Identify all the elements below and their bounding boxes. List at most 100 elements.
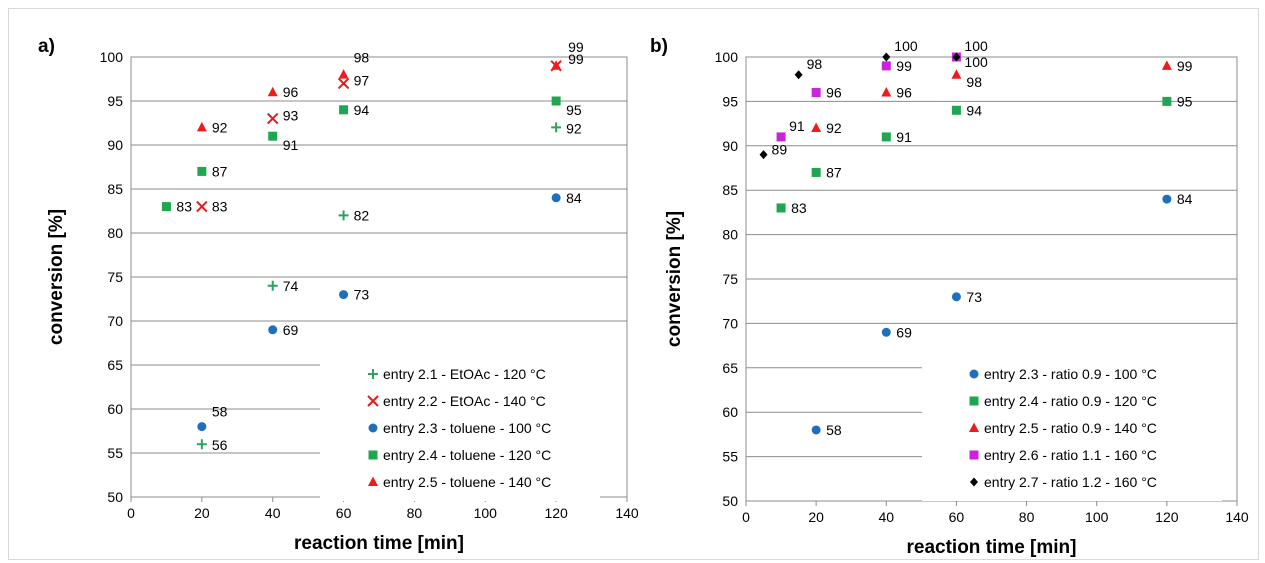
data-point [339, 290, 349, 300]
data-label: 69 [283, 322, 299, 338]
data-label: 93 [283, 108, 299, 124]
legend-marker [367, 395, 379, 407]
y-tick-label: 65 [107, 357, 123, 373]
data-label: 56 [212, 437, 228, 453]
y-tick-label: 75 [107, 269, 123, 285]
x-tick-label: 140 [615, 505, 639, 521]
y-tick-label: 50 [107, 489, 123, 505]
data-point [811, 167, 821, 177]
x-tick-label: 140 [1225, 509, 1249, 525]
y-tick-label: 60 [722, 404, 738, 420]
data-point [268, 325, 278, 335]
data-point [951, 292, 961, 302]
data-label: 98 [354, 50, 370, 66]
data-label: 83 [791, 200, 807, 216]
data-point [1162, 194, 1172, 204]
y-axis-title: conversion [%] [46, 209, 67, 345]
y-tick-label: 100 [100, 49, 124, 65]
legend-label: entry 2.5 - toluene - 140 °C [383, 474, 551, 490]
data-point [338, 69, 349, 79]
data-label: 99 [1177, 58, 1193, 74]
data-label: 98 [807, 56, 823, 72]
legend-label: entry 2.3 - toluene - 100 °C [383, 420, 551, 436]
data-point [794, 70, 803, 80]
y-tick-label: 100 [715, 49, 739, 65]
data-point [811, 88, 821, 98]
legend-marker [969, 396, 979, 406]
data-label: 92 [826, 120, 842, 136]
data-point [196, 200, 208, 213]
data-label: 73 [354, 287, 370, 303]
y-tick-label: 50 [722, 493, 738, 509]
data-point [197, 166, 207, 176]
data-label: 69 [896, 324, 912, 340]
legend-marker [969, 450, 979, 460]
x-tick-label: 100 [474, 505, 498, 521]
y-tick-label: 85 [107, 181, 123, 197]
legend-marker [969, 422, 979, 432]
x-tick-label: 80 [407, 505, 423, 521]
data-label: 94 [354, 102, 370, 118]
data-point [267, 112, 279, 125]
data-label: 74 [283, 278, 299, 294]
data-label: 84 [566, 190, 582, 206]
legend-label: entry 2.4 - toluene - 120 °C [383, 447, 551, 463]
y-tick-label: 85 [722, 182, 738, 198]
data-label: 99 [568, 51, 584, 67]
data-label: 99 [568, 39, 584, 55]
y-axis-title: conversion [%] [664, 211, 685, 347]
data-point [196, 439, 207, 450]
x-tick-label: 40 [265, 505, 281, 521]
data-label: 100 [964, 38, 988, 54]
figure-frame [8, 8, 1259, 560]
data-label: 98 [966, 74, 982, 90]
data-point [759, 150, 768, 160]
y-tick-label: 70 [722, 315, 738, 331]
data-label: 94 [966, 102, 982, 118]
data-label: 95 [566, 102, 582, 118]
y-tick-label: 65 [722, 360, 738, 376]
data-point [951, 69, 962, 79]
data-point [881, 327, 891, 337]
x-tick-label: 40 [878, 509, 894, 525]
y-tick-label: 80 [107, 225, 123, 241]
legend-marker [368, 450, 378, 460]
data-point [952, 52, 961, 62]
data-label: 58 [212, 404, 228, 420]
data-label: 91 [789, 118, 805, 134]
data-label: 84 [1177, 191, 1193, 207]
legend-marker [368, 369, 378, 379]
data-label: 87 [212, 163, 228, 179]
x-tick-label: 0 [742, 509, 750, 525]
legend-marker [970, 477, 978, 487]
x-tick-label: 20 [808, 509, 824, 525]
legend-label: entry 2.1 - EtOAc - 120 °C [383, 366, 546, 382]
data-point [197, 422, 207, 432]
y-tick-label: 90 [722, 138, 738, 154]
y-tick-label: 60 [107, 401, 123, 417]
legend-marker [969, 369, 979, 379]
data-point [267, 280, 278, 291]
panel-label: b) [650, 36, 668, 57]
data-label: 100 [964, 54, 988, 70]
data-point [881, 87, 892, 97]
data-point [811, 122, 822, 133]
data-label: 92 [566, 120, 582, 136]
y-tick-label: 95 [107, 93, 123, 109]
panel-label: a) [38, 36, 55, 57]
data-label: 89 [772, 142, 788, 158]
x-tick-label: 120 [1155, 509, 1179, 525]
legend-box [320, 360, 600, 501]
legend-label: entry 2.6 - ratio 1.1 - 160 °C [984, 447, 1157, 463]
data-point [551, 96, 561, 106]
data-label: 96 [896, 85, 912, 101]
data-point [268, 131, 278, 141]
data-label: 95 [1177, 93, 1193, 109]
x-tick-label: 100 [1085, 509, 1109, 525]
data-point [776, 132, 786, 142]
data-label: 58 [826, 422, 842, 438]
legend-marker [368, 423, 378, 433]
data-point [881, 61, 891, 71]
data-label: 96 [283, 84, 299, 100]
